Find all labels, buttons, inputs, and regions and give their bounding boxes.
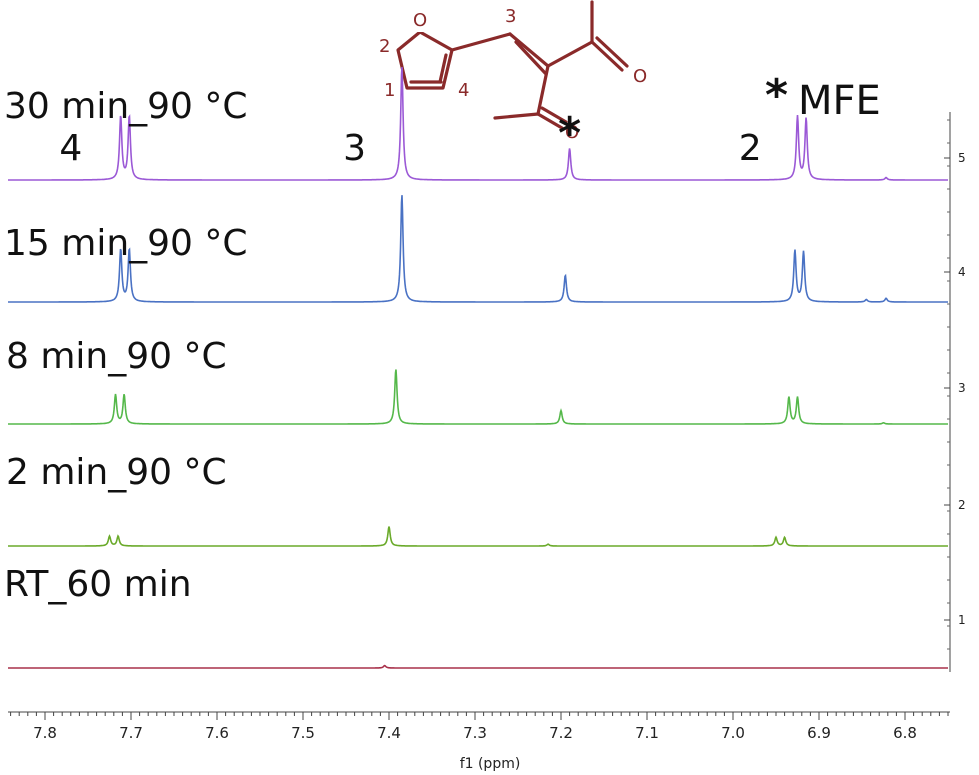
molecule-oxygen-2: O	[633, 66, 647, 87]
molecule-label-4: 4	[458, 80, 469, 101]
molecule-oxygen: O	[413, 10, 427, 31]
x-tick-label: 7.0	[721, 724, 745, 742]
spectrum-trace-4	[8, 526, 948, 547]
peak-label-4: 4	[59, 128, 82, 169]
x-tick-label: 7.4	[377, 724, 401, 742]
x-tick-label: 7.5	[291, 724, 315, 742]
mfe-star-1: *	[558, 108, 581, 159]
right-tick-label: 4	[958, 265, 966, 279]
right-tick-label: 1	[958, 613, 966, 627]
right-tick-label: 5	[958, 151, 966, 165]
peak-label-3: 3	[343, 128, 366, 169]
spectrum-trace-3	[8, 369, 948, 425]
x-tick-label: 7.3	[463, 724, 487, 742]
molecule-label-1: 1	[384, 80, 395, 101]
spectra-group	[8, 67, 948, 669]
spectrum-trace-5	[8, 664, 948, 669]
spectrum-trace-2	[8, 195, 948, 303]
legend-star: *	[765, 70, 788, 121]
x-tick-label: 7.8	[33, 724, 57, 742]
trace-label-1: 30 min_90 °C	[4, 86, 248, 127]
right-tick-label: 2	[958, 498, 966, 512]
trace-label-4: 2 min_90 °C	[6, 452, 227, 493]
x-tick-label: 6.9	[807, 724, 831, 742]
trace-label-2: 15 min_90 °C	[4, 223, 248, 264]
molecule-label-2: 2	[379, 36, 390, 57]
trace-label-5: RT_60 min	[4, 564, 192, 605]
peak-label-2: 2	[739, 128, 762, 169]
spectrum-trace-1	[8, 67, 948, 181]
x-tick-label: 6.8	[893, 724, 917, 742]
right-tick-label: 3	[958, 381, 966, 395]
x-axis: 7.87.77.67.57.47.37.27.17.06.96.86.76.66…	[8, 711, 950, 742]
oxygen-mask	[412, 10, 430, 32]
molecule-label-3: 3	[505, 6, 516, 27]
trace-labels: 30 min_90 °C 15 min_90 °C 8 min_90 °C 2 min…	[4, 86, 248, 605]
molecule-oxygen-3: O	[565, 122, 579, 143]
x-tick-label: 7.1	[635, 724, 659, 742]
x-tick-label: 7.7	[119, 724, 143, 742]
molecule-structure	[396, 0, 629, 130]
trace-label-3: 8 min_90 °C	[6, 336, 227, 377]
x-tick-label: 7.2	[549, 724, 573, 742]
right-axis: 5 4 3 2 1	[944, 112, 966, 672]
x-tick-label: 7.6	[205, 724, 229, 742]
x-axis-title: f1 (ppm)	[460, 756, 521, 772]
legend-text: MFE	[798, 78, 881, 124]
